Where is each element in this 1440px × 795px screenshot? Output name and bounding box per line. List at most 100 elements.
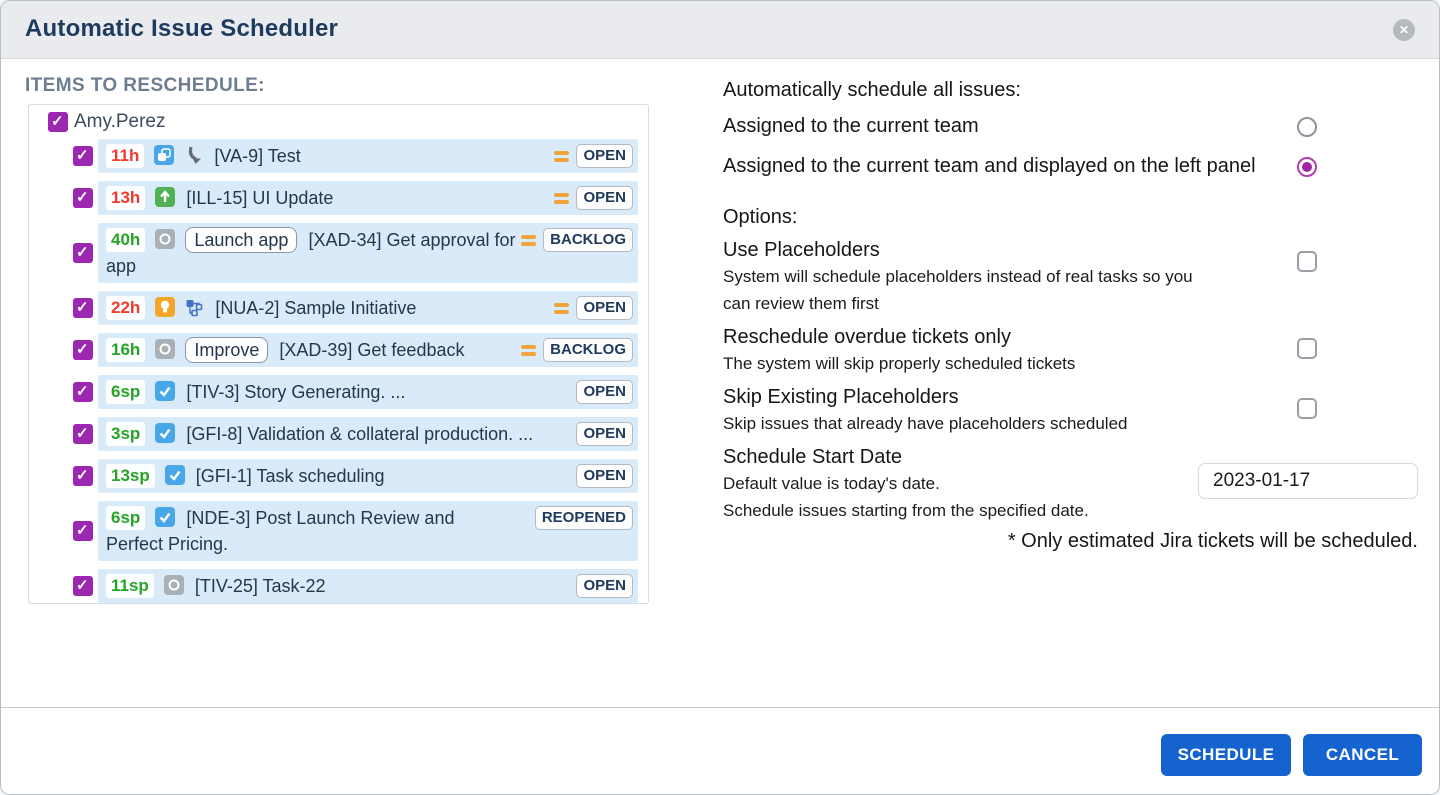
issue-row-body: 6sp [NDE-3] Post Launch Review and Perfe…	[98, 501, 638, 561]
estimate-chip: 11sp	[106, 574, 154, 598]
issue-row[interactable]: 40h Launch app [XAD-34] Get approval for…	[73, 223, 638, 283]
status-badge: BACKLOG	[543, 228, 633, 252]
story-check-icon	[155, 381, 176, 401]
status-badge: REOPENED	[534, 506, 633, 530]
issue-checkbox[interactable]	[73, 466, 93, 486]
radio-current-team[interactable]	[1297, 116, 1317, 137]
hierarchy-icon	[184, 297, 204, 317]
issue-row-body: 40h Launch app [XAD-34] Get approval for…	[98, 223, 638, 283]
schedule-start-date-block: Schedule Start Date Default value is tod…	[723, 444, 1418, 524]
issue-list: Amy.Perez 11h [VA-9] Test OPEN	[28, 104, 649, 604]
improvement-up-arrow-icon	[155, 187, 176, 207]
estimate-chip: 6sp	[106, 506, 146, 530]
issue-checkbox[interactable]	[73, 576, 93, 596]
issue-summary: [GFI-8] Validation & collateral producti…	[186, 424, 534, 444]
status-badge: BACKLOG	[543, 338, 633, 362]
issue-checkbox[interactable]	[73, 521, 93, 541]
story-check-icon	[164, 465, 185, 485]
radio-label: Assigned to the current team	[723, 115, 979, 137]
label-chip: Improve	[185, 337, 269, 363]
dialog-body: ITEMS TO RESCHEDULE: Amy.Perez 11h [VA-9…	[1, 59, 1439, 707]
cancel-button[interactable]: CANCEL	[1303, 734, 1422, 776]
priority-medium-icon	[554, 300, 570, 317]
issue-summary: [NDE-3] Post Launch Review and Perfect P…	[106, 508, 455, 554]
issue-row[interactable]: 13sp [GFI-1] Task scheduling OPEN	[73, 459, 638, 493]
dialog-header: Automatic Issue Scheduler	[1, 1, 1439, 59]
issue-row[interactable]: 16h Improve [XAD-39] Get feedback BACKLO…	[73, 333, 638, 367]
option-use-placeholders: Use Placeholders System will schedule pl…	[723, 237, 1418, 317]
skip-placeholders-checkbox[interactable]	[1297, 398, 1317, 419]
issue-row-body: 13sp [GFI-1] Task scheduling OPEN	[98, 459, 638, 493]
issue-row-body: 13h [ILL-15] UI Update OPEN	[98, 181, 638, 215]
status-badge: OPEN	[576, 464, 633, 488]
close-icon[interactable]	[1393, 19, 1415, 41]
task-icon	[163, 575, 184, 595]
radio-label: Assigned to the current team and display…	[723, 155, 1256, 177]
issue-checkbox[interactable]	[73, 424, 93, 444]
issue-row[interactable]: 6sp [NDE-3] Post Launch Review and Perfe…	[73, 501, 638, 561]
date-description-line2: Schedule issues starting from the specif…	[723, 501, 1089, 520]
issue-checkbox[interactable]	[73, 382, 93, 402]
issue-row[interactable]: 3sp [GFI-8] Validation & collateral prod…	[73, 417, 638, 451]
priority-medium-icon	[554, 148, 570, 165]
issue-row[interactable]: 22h [NUA-2] Sample Initiative OPEN	[73, 291, 638, 325]
task-icon	[155, 229, 176, 249]
issue-row[interactable]: 6sp [TIV-3] Story Generating. ... OPEN	[73, 375, 638, 409]
story-check-icon	[155, 507, 176, 527]
reschedule-overdue-checkbox[interactable]	[1297, 338, 1317, 359]
issue-checkbox[interactable]	[73, 146, 93, 166]
option-reschedule-overdue: Reschedule overdue tickets only The syst…	[723, 324, 1418, 377]
issue-checkbox[interactable]	[73, 298, 93, 318]
status-badge: OPEN	[576, 144, 633, 168]
option-title: Use Placeholders	[723, 239, 880, 261]
issue-row-body: 3sp [GFI-8] Validation & collateral prod…	[98, 417, 638, 451]
schedule-button[interactable]: SCHEDULE	[1161, 734, 1291, 776]
radio-row-left-panel: Assigned to the current team and display…	[723, 150, 1418, 183]
estimate-chip: 13h	[106, 186, 146, 210]
estimated-tickets-footnote: * Only estimated Jira tickets will be sc…	[1007, 530, 1418, 552]
schedule-start-date-title: Schedule Start Date	[723, 446, 902, 468]
issue-summary: [XAD-39] Get feedback	[279, 340, 465, 360]
use-placeholders-checkbox[interactable]	[1297, 251, 1317, 272]
issue-row[interactable]: 11h [VA-9] Test OPEN	[73, 139, 638, 173]
issue-summary: [XAD-34] Get approval for app	[106, 230, 516, 276]
priority-medium-icon	[521, 232, 537, 249]
option-description: The system will skip properly scheduled …	[723, 354, 1076, 373]
dialog-title: Automatic Issue Scheduler	[25, 15, 339, 42]
issue-row-body: 6sp [TIV-3] Story Generating. ... OPEN	[98, 375, 638, 409]
issue-row[interactable]: 11sp [TIV-25] Task-22 OPEN	[73, 569, 638, 603]
options-heading: Options:	[723, 206, 798, 228]
issue-summary: [ILL-15] UI Update	[186, 188, 334, 208]
issue-row-body: 16h Improve [XAD-39] Get feedback BACKLO…	[98, 333, 638, 367]
issue-summary: [VA-9] Test	[214, 146, 301, 166]
status-badge: OPEN	[576, 574, 633, 598]
issue-checkbox[interactable]	[73, 188, 93, 208]
assignee-checkbox[interactable]	[48, 112, 68, 132]
option-title: Reschedule overdue tickets only	[723, 326, 1011, 348]
estimate-chip: 16h	[106, 338, 146, 362]
status-badge: OPEN	[576, 422, 633, 446]
moved-arrow-icon	[183, 145, 203, 165]
issue-row-body: 22h [NUA-2] Sample Initiative OPEN	[98, 291, 638, 325]
priority-medium-icon	[554, 190, 570, 207]
issue-checkbox[interactable]	[73, 340, 93, 360]
label-chip: Launch app	[185, 227, 298, 253]
subtask-icon	[154, 145, 175, 165]
issue-summary: [TIV-3] Story Generating. ...	[186, 382, 406, 402]
task-icon	[155, 339, 176, 359]
assignee-name: Amy.Perez	[74, 111, 166, 132]
radio-row-current-team: Assigned to the current team	[723, 110, 1418, 143]
estimate-chip: 6sp	[106, 380, 146, 404]
status-badge: OPEN	[576, 296, 633, 320]
issue-row[interactable]: 13h [ILL-15] UI Update OPEN	[73, 181, 638, 215]
start-date-input[interactable]	[1198, 463, 1418, 499]
estimate-chip: 40h	[106, 228, 146, 252]
schedule-scope-heading: Automatically schedule all issues:	[723, 79, 1021, 101]
radio-left-panel[interactable]	[1297, 156, 1317, 177]
option-title: Skip Existing Placeholders	[723, 386, 959, 408]
issue-summary: [GFI-1] Task scheduling	[195, 466, 385, 486]
status-badge: OPEN	[576, 186, 633, 210]
issue-checkbox[interactable]	[73, 243, 93, 263]
scheduler-options-panel: Automatically schedule all issues: Assig…	[723, 59, 1418, 553]
